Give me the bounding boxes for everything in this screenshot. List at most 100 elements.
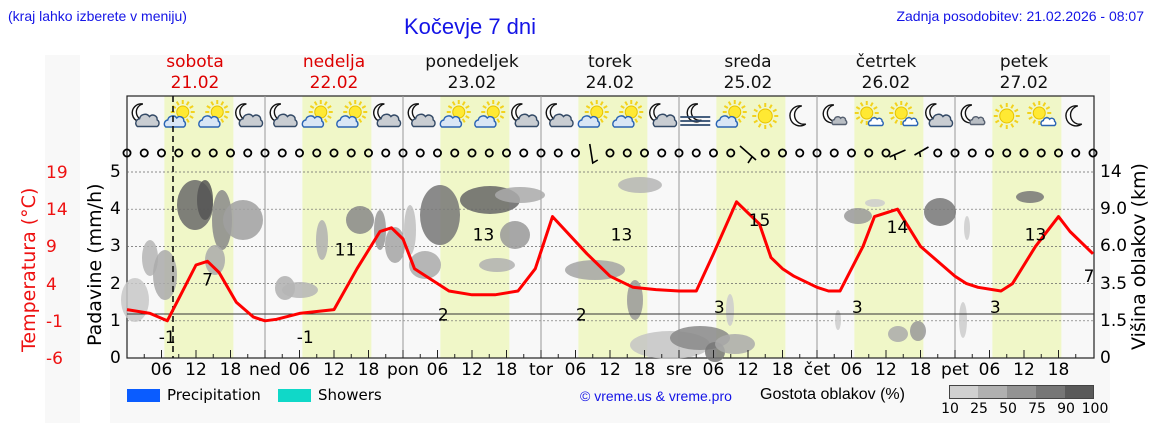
calm-wind-icon xyxy=(432,148,442,158)
day-date: 26.02 xyxy=(861,73,911,93)
x-tick-label: 06 xyxy=(564,360,587,380)
cloud-density-tick: 50 xyxy=(999,401,1017,417)
moon-fog-icon xyxy=(680,103,711,126)
cloud-density-tick: 75 xyxy=(1028,401,1046,417)
cloud-height-tick: 14 xyxy=(1100,162,1122,182)
wind-barb-icon xyxy=(588,143,599,165)
calm-wind-icon xyxy=(208,148,218,158)
temperature-extreme-label: 3 xyxy=(852,298,863,318)
moon-icon xyxy=(789,105,807,127)
calm-wind-icon xyxy=(122,148,132,158)
temperature-extreme-label: 3 xyxy=(714,298,725,318)
sun-small-cloud-icon xyxy=(889,101,919,127)
x-tick-label: 18 xyxy=(771,360,794,380)
left-axis-panel xyxy=(45,55,80,423)
last-update: Zadnja posodobitev: 21.02.2026 - 08:07 xyxy=(896,8,1144,24)
calm-wind-icon xyxy=(415,148,425,158)
calm-wind-icon xyxy=(329,148,339,158)
x-tick-label: sre xyxy=(666,360,692,380)
cloud-density-swatch xyxy=(1065,385,1094,399)
calm-wind-icon xyxy=(622,148,632,158)
precipitation-tick: 5 xyxy=(110,162,121,182)
x-tick-label: 06 xyxy=(978,360,1001,380)
cloud-height-tick: 0 xyxy=(1100,348,1111,368)
calm-wind-icon xyxy=(156,148,166,158)
calm-wind-icon xyxy=(829,148,839,158)
calm-wind-icon xyxy=(1019,148,1029,158)
x-tick-label: 18 xyxy=(909,360,932,380)
temperature-tick: 19 xyxy=(46,163,68,183)
calm-wind-icon xyxy=(691,148,701,158)
day-date: 25.02 xyxy=(723,73,773,93)
x-tick-label: 12 xyxy=(1013,360,1035,380)
precipitation-tick: 2 xyxy=(110,273,121,294)
wind-barb-icon xyxy=(914,146,929,158)
cloud-density-blobs xyxy=(121,177,1044,362)
calm-wind-icon xyxy=(726,148,736,158)
day-name: ponedeljek xyxy=(425,52,519,72)
calm-wind-icon xyxy=(933,148,943,158)
x-tick-label: 12 xyxy=(323,360,345,380)
x-tick-label: 12 xyxy=(737,360,759,380)
calm-wind-icon xyxy=(1088,148,1098,158)
x-tick-label: 06 xyxy=(702,360,725,380)
cloud-height-tick: 6.0 xyxy=(1100,236,1128,257)
day-header: ponedeljek 23.02 xyxy=(412,52,532,94)
cloud-density-frame xyxy=(949,385,1094,399)
calm-wind-icon xyxy=(778,148,788,158)
calm-wind-icon xyxy=(450,148,460,158)
x-tick-label: 18 xyxy=(219,360,242,380)
day-header: torek 24.02 xyxy=(550,52,670,94)
x-tick-label: 18 xyxy=(633,360,656,380)
calm-wind-icon xyxy=(346,148,356,158)
calm-wind-icon xyxy=(381,148,391,158)
calm-wind-icon xyxy=(363,148,373,158)
calm-wind-icon xyxy=(967,148,977,158)
x-tick-label: tor xyxy=(528,360,554,380)
cloud-density-swatch xyxy=(949,385,978,399)
x-tick-label: 12 xyxy=(875,360,897,380)
day-header: nedelja 22.02 xyxy=(274,52,394,94)
wind-barb-icon xyxy=(889,149,906,161)
temperature-extreme-label: 14 xyxy=(887,218,909,238)
temperature-extreme-label: 13 xyxy=(473,226,495,246)
cloud-density-tick: 10 xyxy=(941,401,959,417)
x-tick-label: 06 xyxy=(426,360,449,380)
sun-cloud-icon xyxy=(577,100,609,128)
cloud-density-tick: 90 xyxy=(1057,401,1075,417)
moon-cloud-icon xyxy=(235,103,264,128)
temperature-extreme-label: 13 xyxy=(611,226,633,246)
day-name: sreda xyxy=(724,52,772,72)
weather-icons-row xyxy=(131,100,1083,129)
x-tick-label: 12 xyxy=(599,360,621,380)
calm-wind-icon xyxy=(1054,148,1064,158)
calm-wind-icon xyxy=(847,148,857,158)
moon-cloud-icon xyxy=(407,103,436,128)
calm-wind-icon xyxy=(294,148,304,158)
moon-cloud-icon xyxy=(131,103,160,128)
copyright-link[interactable]: © vreme.us & vreme.pro xyxy=(580,388,732,404)
calm-wind-icon xyxy=(812,148,822,158)
calm-wind-icon xyxy=(260,148,270,158)
sun-cloud-icon xyxy=(715,100,747,128)
x-tick-label: 18 xyxy=(495,360,518,380)
calm-wind-icon xyxy=(225,148,235,158)
sun-cloud-icon xyxy=(301,100,333,128)
x-tick-label: pet xyxy=(941,360,969,380)
precipitation-swatch xyxy=(127,389,160,402)
calm-wind-icon xyxy=(191,148,201,158)
temperature-extremes: -1 7 -1 11 2 13 2 13 3 15 3 14 3 13 7 xyxy=(159,211,1095,348)
calm-wind-icon xyxy=(467,148,477,158)
sun-icon xyxy=(993,103,1020,129)
calm-wind-icon xyxy=(657,148,667,158)
cloud-density-swatch xyxy=(1007,385,1036,399)
temperature-extreme-label: -1 xyxy=(297,328,314,348)
precipitation-tick: 3 xyxy=(110,236,121,257)
sun-cloud-icon xyxy=(163,100,195,128)
x-tick-label: 06 xyxy=(840,360,863,380)
cloud-height-tick: 1.5 xyxy=(1100,310,1128,331)
cloud-density-tick: 25 xyxy=(970,401,988,417)
day-date: 22.02 xyxy=(309,73,359,93)
cloud-density-tick: 100 xyxy=(1081,401,1109,417)
